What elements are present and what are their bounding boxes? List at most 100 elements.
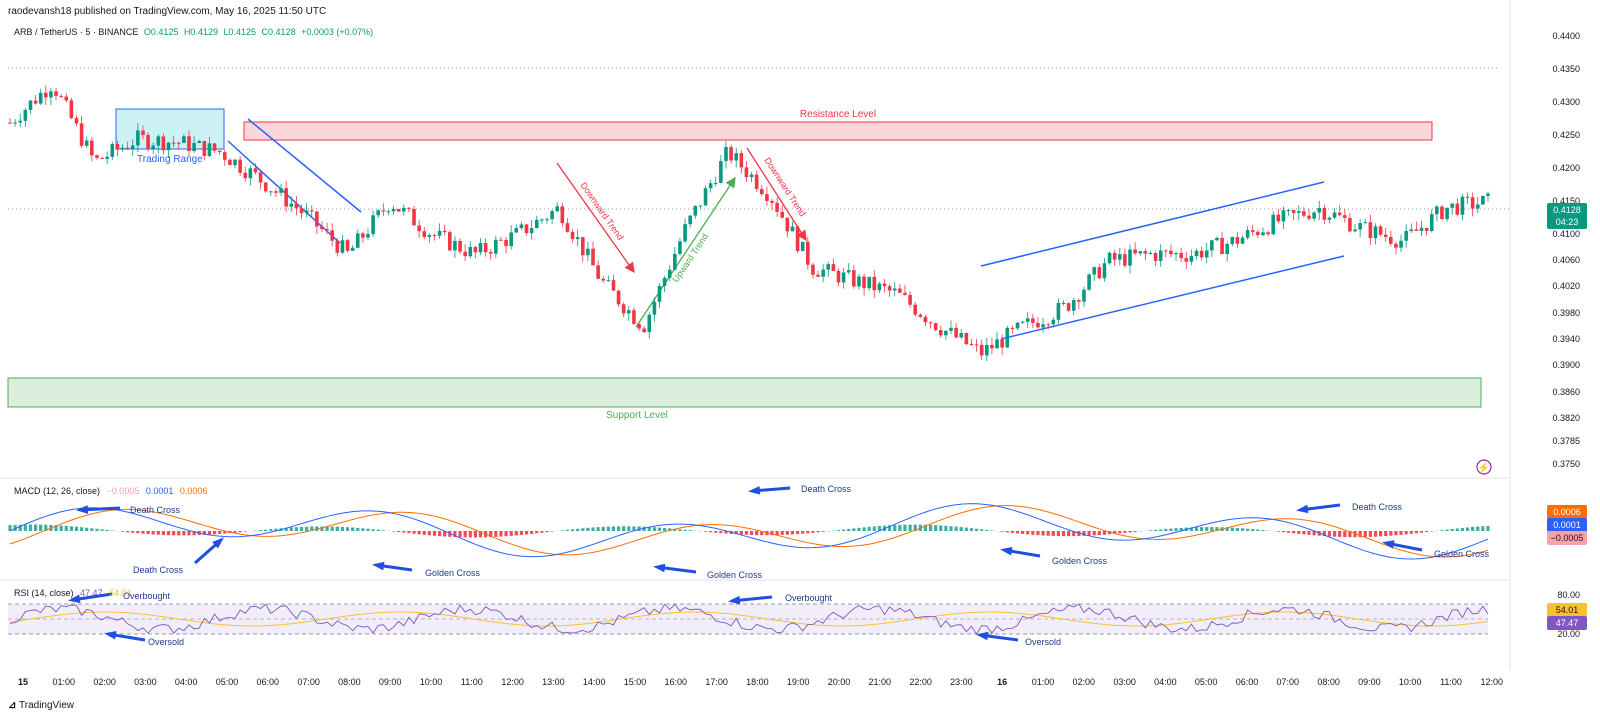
candle-body: [1317, 208, 1322, 213]
candle-body: [1348, 217, 1352, 232]
candle-body: [846, 270, 851, 273]
macd-hist-bar: [540, 531, 544, 533]
candle-body: [979, 344, 984, 356]
candle-body: [1184, 258, 1189, 262]
candle-body: [729, 147, 733, 161]
macd-legend[interactable]: MACD (12, 26, close) −0.0005 0.0001 0.00…: [14, 486, 207, 496]
support-zone[interactable]: [7, 377, 1482, 408]
rsi-zone-label: Oversold: [1025, 637, 1062, 647]
publisher-header: raodevansh18 published on TradingView.co…: [8, 6, 327, 17]
channel-line[interactable]: [227, 140, 341, 244]
candle-body: [74, 118, 79, 124]
candle-body: [243, 172, 248, 179]
macd-hist-bar: [627, 526, 631, 531]
resistance-zone[interactable]: [243, 121, 1433, 141]
macd-hist-bar: [1041, 531, 1045, 536]
macd-hist-bar: [1286, 531, 1291, 533]
macd-hist-bar: [816, 531, 820, 533]
candle-body: [913, 304, 918, 315]
candle-body: [166, 142, 171, 151]
macd-hist-bar: [151, 531, 155, 535]
macd-hist-bar: [345, 527, 350, 531]
candle-body: [468, 246, 473, 257]
candle-body: [1470, 197, 1475, 209]
price-tick-label: 0.4350: [1552, 63, 1580, 74]
macd-hist-bar: [289, 527, 293, 531]
macd-hist-bar: [1384, 531, 1388, 537]
candle-body: [1189, 256, 1194, 262]
candle-body: [857, 276, 861, 287]
macd-hist-bar: [806, 531, 810, 534]
candle-body: [1266, 232, 1270, 235]
macd-hist-bar: [1389, 531, 1393, 536]
candle-body: [775, 202, 779, 212]
candle-body: [519, 224, 524, 229]
candle-body: [560, 206, 565, 224]
candle-body: [933, 323, 938, 331]
macd-hist-bar: [550, 531, 554, 532]
macd-hist-bar: [1107, 531, 1112, 535]
candle-body: [417, 225, 421, 232]
time-tick-label: 16:00: [664, 677, 688, 687]
candle-body: [1435, 206, 1439, 215]
macd-hist-bar: [1276, 531, 1280, 532]
macd-hist-bar: [785, 531, 789, 535]
channel-line[interactable]: [1000, 255, 1345, 340]
candle-body: [1291, 210, 1296, 213]
macd-hist-bar: [1246, 528, 1250, 531]
candle-body: [1276, 214, 1281, 222]
price-tick-label: 0.3785: [1552, 435, 1580, 446]
time-tick-label: 15: [17, 677, 29, 687]
candle-body: [534, 219, 539, 229]
macd-hist-bar: [1307, 531, 1311, 535]
candle-body: [38, 92, 43, 104]
time-tick-label: 12:00: [1480, 677, 1504, 687]
macd-hist-bar: [1292, 531, 1296, 534]
candle-body: [785, 217, 790, 232]
candle-body: [494, 239, 498, 254]
candle-body: [1332, 212, 1337, 218]
candle-body: [795, 226, 800, 252]
candle-body: [1389, 236, 1393, 244]
time-tick-label: 11:00: [1440, 677, 1462, 687]
candle-body: [637, 323, 641, 329]
macd-cross-label: Death Cross: [133, 565, 184, 575]
macd-hist-bar: [1327, 531, 1332, 537]
macd-hist-bar: [1021, 531, 1025, 534]
candle-body: [1450, 203, 1455, 208]
macd-hist-bar: [44, 524, 48, 531]
downward-trend-arrow[interactable]: [746, 147, 807, 242]
macd-hist-bar: [1056, 531, 1061, 537]
macd-hist-bar: [514, 531, 518, 536]
tradingview-logo[interactable]: ⊿ TradingView: [8, 700, 74, 711]
candle-body: [1378, 226, 1383, 235]
downward-trend-arrow[interactable]: [556, 162, 635, 274]
candle-body: [969, 344, 974, 346]
upward-trend-arrow[interactable]: [635, 176, 736, 328]
macd-hist-bar: [545, 531, 549, 533]
price-tick-label: 0.3860: [1552, 386, 1580, 397]
candle-body: [662, 277, 667, 286]
candle-body: [28, 100, 33, 110]
macd-hist-bar: [964, 527, 968, 531]
channel-line[interactable]: [980, 181, 1325, 267]
macd-hist-bar: [126, 531, 130, 533]
macd-hist-bar: [1123, 531, 1127, 533]
time-tick-label: 03:00: [1113, 677, 1136, 687]
candle-body: [1031, 318, 1035, 323]
candle-body: [1363, 222, 1368, 224]
candle-body: [1117, 254, 1122, 260]
macd-hist-bar: [59, 525, 63, 531]
annotation-arrows: [68, 486, 1423, 642]
macd-hist-bar: [407, 531, 411, 534]
macd-hist-bar: [223, 531, 227, 534]
time-tick-label: 17:00: [705, 677, 728, 687]
candle-body: [545, 219, 549, 221]
lightning-icon[interactable]: [1476, 459, 1492, 475]
macd-hist-bar: [100, 529, 104, 531]
symbol-title[interactable]: ARB / TetherUS · 5 · BINANCE: [14, 27, 139, 37]
candle-body: [130, 145, 135, 149]
rsi-legend[interactable]: RSI (14, close) 47.47 54.01: [14, 588, 132, 598]
channel-line[interactable]: [247, 118, 362, 213]
